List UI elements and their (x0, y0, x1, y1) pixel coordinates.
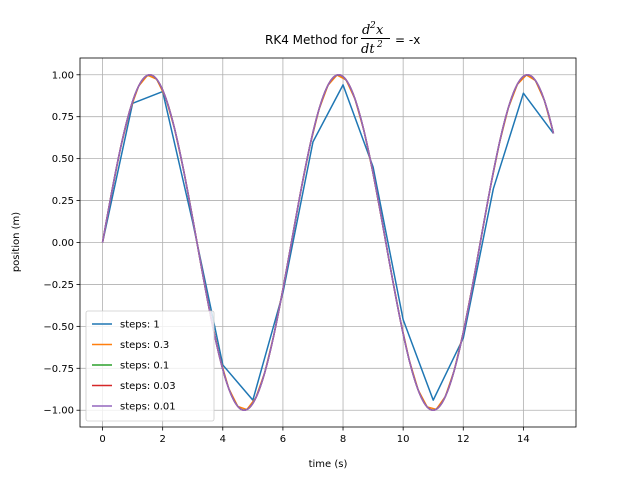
legend-label: steps: 0.03 (120, 381, 176, 392)
x-axis-label: time (s) (309, 459, 348, 470)
tick-layer: 0 2 4 6 8 10 12 14 −1.00 −0.75 −0.50 −0.25 0.00 0.25 0… (43, 70, 529, 445)
y-tick-label: −0.25 (43, 280, 74, 291)
title-den-d: dt (361, 42, 375, 57)
y-tick-label: 0.75 (52, 112, 74, 123)
x-tick-label: 12 (457, 434, 470, 445)
title-num-d: d (362, 23, 370, 38)
x-tick-label: 4 (220, 434, 226, 445)
chart-title: RK4 Method for d 2 x dt 2 = -x (265, 21, 420, 57)
legend-label: steps: 1 (120, 320, 160, 331)
y-tick-label: −0.50 (43, 322, 74, 333)
legend: steps: 1 steps: 0.3 steps: 0.1 steps: 0.03 s… (85, 310, 215, 422)
y-tick-label: −0.75 (43, 364, 74, 375)
x-tick-label: 6 (280, 434, 286, 445)
legend-label: steps: 0.1 (120, 361, 169, 372)
y-tick-label: 0.50 (52, 154, 74, 165)
y-tick-label: −1.00 (43, 406, 74, 417)
y-tick-label: 0.00 (52, 238, 74, 249)
y-tick-label: 0.25 (52, 196, 74, 207)
legend-label: steps: 0.01 (120, 402, 176, 413)
title-suffix: = -x (395, 33, 420, 47)
series-line-0 (101, 84, 555, 401)
legend-box (85, 310, 215, 422)
series-layer (101, 74, 555, 411)
x-tick-label: 14 (517, 434, 530, 445)
y-tick-label: 1.00 (52, 70, 74, 81)
legend-label: steps: 0.3 (120, 340, 169, 351)
series-line-4 (101, 74, 555, 411)
y-axis-label: position (m) (11, 212, 22, 272)
title-prefix: RK4 Method for (265, 33, 358, 47)
x-tick-label: 10 (397, 434, 410, 445)
title-den-exp: 2 (376, 40, 383, 50)
x-tick-label: 8 (340, 434, 346, 445)
x-tick-label: 2 (159, 434, 165, 445)
title-num-exp: 2 (369, 21, 376, 31)
title-num-var: x (376, 23, 384, 38)
x-tick-label: 0 (99, 434, 105, 445)
